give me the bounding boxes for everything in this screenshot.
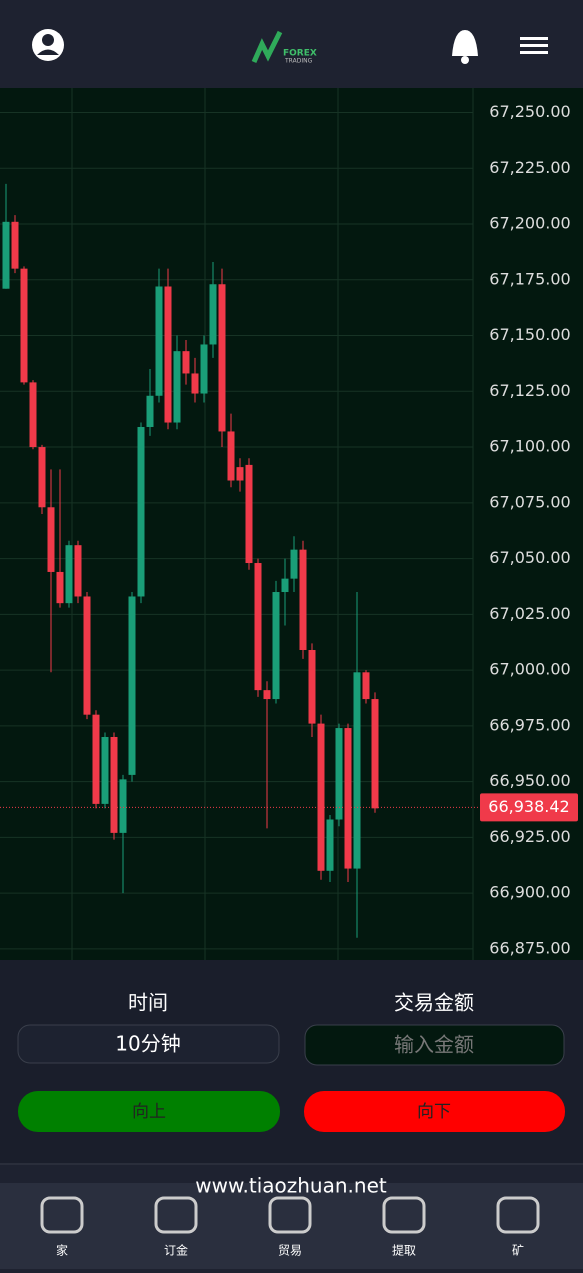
y-tick-label: 66,975.00 <box>489 715 570 734</box>
candle-body <box>20 268 28 383</box>
y-tick-label: 66,875.00 <box>489 938 570 957</box>
y-tick-label: 67,225.00 <box>489 158 570 177</box>
y-tick-label: 67,000.00 <box>489 660 570 679</box>
candle-body <box>38 447 46 508</box>
candle-body <box>56 571 64 604</box>
candle-body <box>263 690 271 700</box>
current-price-label: 66,938.42 <box>488 797 569 816</box>
watermark: www.tiaozhuan.net <box>195 1174 387 1198</box>
y-tick-label: 66,925.00 <box>489 827 570 846</box>
candle-body <box>110 736 118 833</box>
candle-body <box>335 728 343 820</box>
y-tick-label: 67,250.00 <box>489 102 570 121</box>
candle-body <box>218 284 226 432</box>
candle-body <box>371 699 379 809</box>
candle-body <box>137 426 145 597</box>
candle-body <box>227 431 235 481</box>
nav-item[interactable]: 家 <box>40 1196 84 1258</box>
candle-body <box>353 672 361 869</box>
candle-body <box>92 714 100 804</box>
y-tick-label: 67,100.00 <box>489 437 570 456</box>
nav-label: 贸易 <box>278 1244 302 1258</box>
current-price-tag <box>480 793 578 822</box>
candle-body <box>47 507 55 572</box>
candle-body <box>74 545 82 597</box>
candle-body <box>254 563 262 691</box>
nav-label: 家 <box>56 1243 68 1258</box>
time-select[interactable] <box>17 1024 280 1064</box>
y-tick-label: 67,125.00 <box>489 381 570 400</box>
candle-body <box>272 592 280 700</box>
down-button[interactable] <box>304 1091 565 1132</box>
nav-item[interactable]: 订金 <box>154 1196 198 1258</box>
nav-label: 矿 <box>512 1244 524 1258</box>
candle-body <box>155 286 163 396</box>
candle-body <box>200 344 208 394</box>
bell-icon[interactable] <box>452 30 478 64</box>
nav-item[interactable]: 矿 <box>496 1196 540 1258</box>
nav-label: 订金 <box>164 1243 188 1258</box>
amount-placeholder: 输入金额 <box>394 1033 474 1057</box>
up-button-text: 向上 <box>132 1102 166 1122</box>
nav-item[interactable]: 贸易 <box>268 1196 312 1258</box>
candle-body <box>101 736 109 804</box>
nav-icon <box>382 1196 426 1234</box>
profile-icon[interactable] <box>32 29 64 61</box>
candle-body <box>29 382 37 448</box>
candle-body <box>173 351 181 423</box>
candle-body <box>2 221 10 289</box>
candle-body <box>362 672 370 700</box>
amount-label: 交易金额 <box>394 991 474 1015</box>
down-button-text: 向下 <box>417 1102 451 1122</box>
y-tick-label: 67,200.00 <box>489 214 570 233</box>
candle-body <box>119 779 127 833</box>
nav-item[interactable]: 提取 <box>382 1196 426 1258</box>
candle-body <box>11 221 19 269</box>
header <box>0 0 583 88</box>
candle-body <box>83 596 91 715</box>
y-tick-label: 67,175.00 <box>489 269 570 288</box>
nav-label: 提取 <box>392 1243 416 1258</box>
nav-icon <box>40 1196 84 1234</box>
time-label: 时间 <box>128 991 168 1015</box>
candle-body <box>317 723 325 871</box>
candle-body <box>164 286 172 423</box>
candle-body <box>326 819 334 871</box>
candle-body <box>182 351 190 374</box>
candle-body <box>308 650 316 724</box>
logo: FOREX TRADING <box>251 30 317 65</box>
candle-body <box>191 373 199 394</box>
y-tick-label: 67,050.00 <box>489 548 570 567</box>
up-button[interactable] <box>18 1091 280 1132</box>
y-tick-label: 67,025.00 <box>489 604 570 623</box>
logo-bottom: TRADING <box>284 58 313 65</box>
candle-body <box>290 549 298 579</box>
nav-icon <box>496 1196 540 1234</box>
amount-input[interactable] <box>304 1024 565 1066</box>
y-tick-label: 66,950.00 <box>489 771 570 790</box>
candle-body <box>281 578 289 593</box>
candle-body <box>65 545 73 604</box>
candle-body <box>245 464 253 564</box>
logo-top: FOREX <box>283 49 317 59</box>
candle-body <box>128 596 136 775</box>
nav-icon <box>268 1196 312 1234</box>
y-tick-label: 66,900.00 <box>489 883 570 902</box>
candle-body <box>344 728 352 869</box>
candle-body <box>299 549 307 651</box>
y-tick-label: 67,150.00 <box>489 325 570 344</box>
nav-icon <box>154 1196 198 1234</box>
candle-body <box>236 467 244 481</box>
candle-body <box>146 395 154 427</box>
y-tick-label: 67,075.00 <box>489 492 570 511</box>
menu-icon[interactable] <box>520 37 548 54</box>
candle-body <box>209 284 217 345</box>
time-value: 10分钟 <box>115 1032 180 1056</box>
